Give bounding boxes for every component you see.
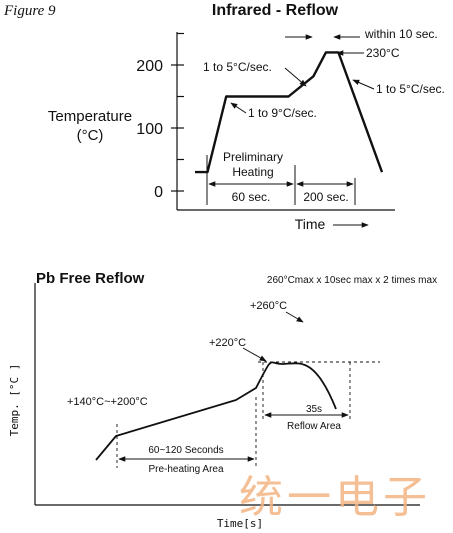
ramp-up-label: 1 to 5°C/sec. <box>203 60 272 74</box>
peak-arrow <box>285 311 304 323</box>
t220-arrow <box>242 347 267 362</box>
x-axis-label: Time[s] <box>217 517 263 530</box>
y-tick-label: 200 <box>136 58 163 75</box>
ramp-mid-label: 1 to 9°C/sec. <box>248 106 317 120</box>
infrared-reflow-chart: Infrared - Reflow 0 100 200 Temperature (°… <box>48 2 445 232</box>
ramp-down-arrow <box>352 79 375 90</box>
y-tick-label: 100 <box>136 121 163 138</box>
watermark: 统一电子 <box>239 472 431 523</box>
temperature-profile-line <box>95 361 337 461</box>
ramp-up-arrow <box>284 67 307 87</box>
reflow-span-label: 35s <box>306 404 322 415</box>
y-tick-label: 0 <box>154 184 163 201</box>
y-axis-label: Temperature <box>48 108 132 125</box>
x-axis-label: Time <box>295 216 326 232</box>
preheat-area-label: Pre-heating Area <box>148 464 223 475</box>
reflow-area-label: Reflow Area <box>287 421 341 432</box>
chart-title: Infrared - Reflow <box>212 2 339 19</box>
pb-free-reflow-chart: Pb Free Reflow 260°Cmax x 10sec max x 2 … <box>8 270 437 530</box>
soak-label: +140°C~+200°C <box>67 396 148 408</box>
y-axis-label: Temp. [°C ] <box>8 364 21 437</box>
ramp-down-label: 1 to 5°C/sec. <box>376 82 445 96</box>
ramp-mid-arrow <box>230 102 247 114</box>
span-60-label: 60 sec. <box>232 190 271 204</box>
peak-label: +260°C <box>250 300 287 312</box>
preheat-label-line2: Heating <box>232 165 273 179</box>
peak-label: 230°C <box>366 46 400 60</box>
span-200-label: 200 sec. <box>303 190 348 204</box>
chart-title: Pb Free Reflow <box>36 270 145 287</box>
y-axis-unit: (°C) <box>77 127 104 144</box>
figure-label: Figure 9 <box>3 3 56 19</box>
preheat-label-line1: Preliminary <box>223 150 283 164</box>
t220-label: +220°C <box>209 337 246 349</box>
within-label: within 10 sec. <box>364 27 438 41</box>
chart-subtitle: 260°Cmax x 10sec max x 2 times max <box>267 275 437 286</box>
y-ticks: 0 100 200 <box>136 32 184 201</box>
preheat-span-label: 60~120 Seconds <box>148 445 223 456</box>
